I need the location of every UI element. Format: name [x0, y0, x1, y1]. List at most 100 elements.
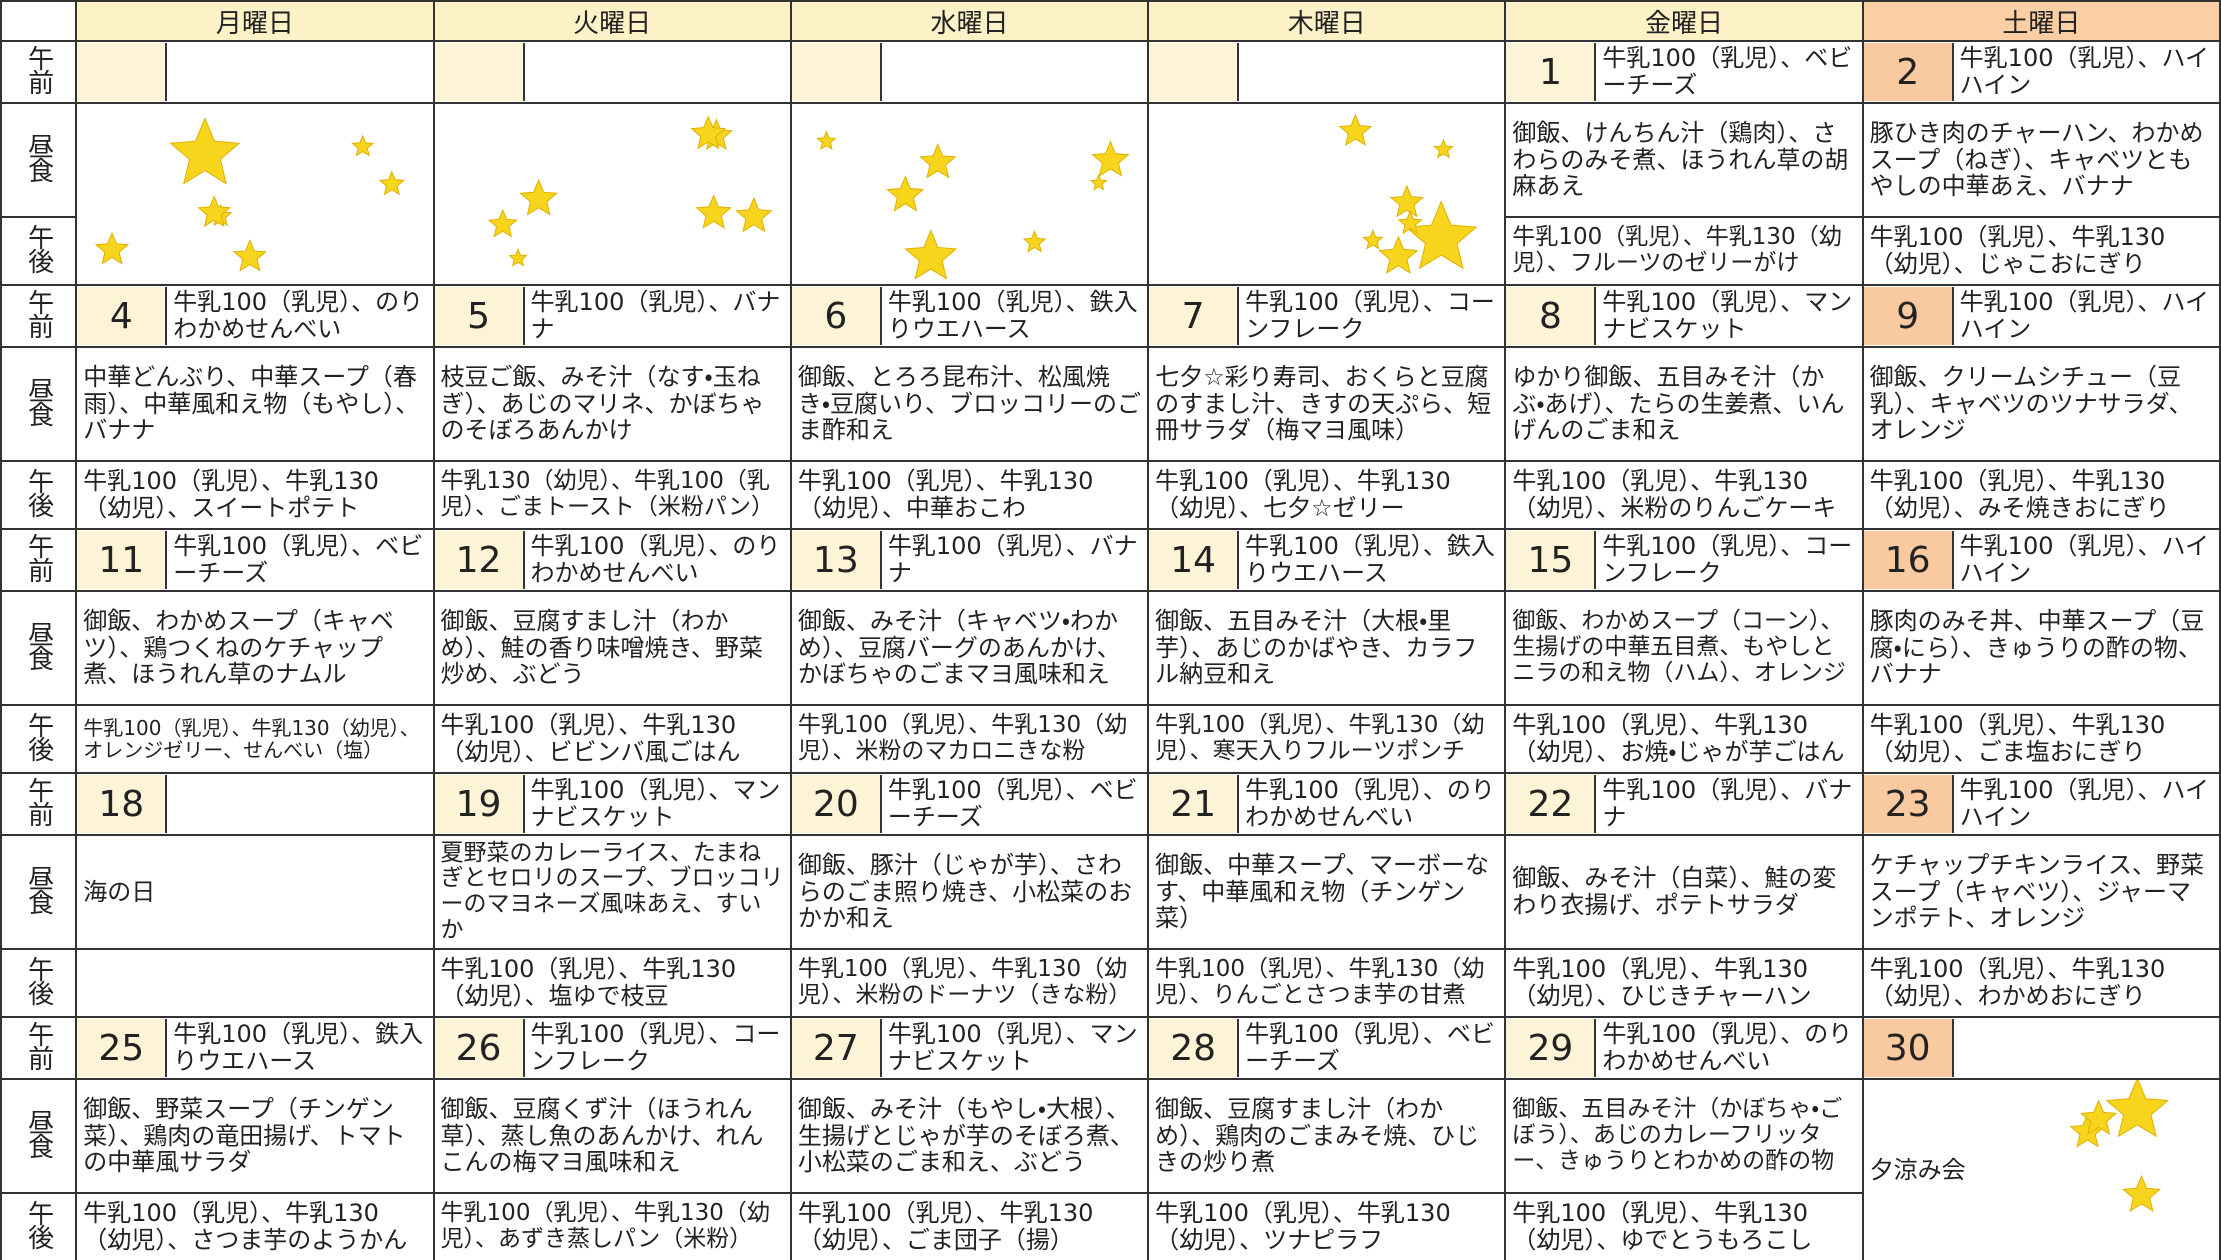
- star: [919, 143, 957, 179]
- morning-cell: 29 牛乳100（乳児）、のりわかめせんべい: [1504, 1016, 1864, 1080]
- afternoon-cell: 牛乳100（乳児）、牛乳130（幼児）、みそ焼きおにぎり: [1861, 460, 2221, 530]
- row-label: 昼食: [0, 1078, 78, 1194]
- morning-snack: 牛乳100（乳児）、ハイハイン: [1959, 288, 2209, 343]
- morning-cell: 13 牛乳100（乳児）、バナナ: [789, 528, 1150, 592]
- week-row: 午前 25 牛乳100（乳児）、鉄入りウエハース 26 牛乳100（乳児）、コーンフレー…: [0, 1016, 2221, 1080]
- lunch-cell: 御飯、野菜スープ（チンゲン菜）、鶏肉の竜田揚げ、トマトの中華風サラダ: [75, 1078, 435, 1194]
- date: 7: [1150, 287, 1240, 345]
- week-row: 昼食 御飯、野菜スープ（チンゲン菜）、鶏肉の竜田揚げ、トマトの中華風サラダ 御飯、豆…: [0, 1078, 2221, 1260]
- lunch-cell: [75, 102, 435, 286]
- row-label-text: 午前: [23, 44, 54, 93]
- date: 22: [1507, 775, 1597, 833]
- lunch-cell: 海の日: [75, 834, 435, 950]
- week-row: 午後 牛乳100（乳児）、牛乳130（幼児）、さつま芋のようかん 牛乳100（乳児）…: [0, 1192, 2220, 1260]
- lunch-cell: 御飯、けんちん汁（鶏肉）、さわらのみそ煮、ほうれん草の胡麻あえ: [1504, 102, 1864, 218]
- row-label-text: 昼食: [23, 620, 54, 669]
- morning-cell: [75, 40, 435, 104]
- morning: 5 牛乳100（乳児）、バナナ: [435, 287, 789, 345]
- afternoon-cell: 牛乳100（乳児）、牛乳130（幼児）、塩ゆで枝豆: [432, 948, 792, 1018]
- morning-cell: 14 牛乳100（乳児）、鉄入りウエハース: [1147, 528, 1507, 592]
- afternoon-cell: 牛乳100（乳児）、牛乳130（幼児）、ひじきチャーハン: [1504, 948, 1864, 1018]
- star: [378, 170, 406, 196]
- morning-cell: 9 牛乳100（乳児）、ハイハイン: [1861, 284, 2221, 348]
- morning-snack: 牛乳100（乳児）、マンナビスケット: [530, 776, 781, 831]
- lunch-menu: 御飯、わかめスープ（キャベツ）、鶏つくねのケチャップ煮、ほうれん草のナムル: [83, 606, 394, 689]
- star: [689, 115, 726, 150]
- date: 19: [435, 775, 525, 833]
- lunch-menu: 御飯、みそ汁（キャベツ・わかめ）、豆腐バーグのあんかけ、かぼちゃのごまマヨ風味和…: [797, 606, 1121, 689]
- day-header: 金曜日: [1504, 0, 1864, 42]
- morning: 1 牛乳100（乳児）、ベビーチーズ: [1507, 43, 1860, 101]
- row-label: 午前: [0, 1016, 78, 1080]
- lunch-menu: 御飯、わかめスープ（コーン）、生揚げの中華五目煮、もやしとニラの和え物（ハム）、…: [1512, 608, 1846, 686]
- row-label: 午前: [0, 528, 78, 592]
- morning: 6 牛乳100（乳児）、鉄入りウエハース: [792, 287, 1146, 345]
- star: [197, 195, 232, 228]
- week-row: 午前 4 牛乳100（乳児）、のりわかめせんべい 5 牛乳100（乳児）、バナナ 6 牛乳1…: [0, 284, 2221, 348]
- lunch-menu: 御飯、豆腐すまし汁（わかめ）、鶏肉のごまみそ焼、ひじきの炒り煮: [1155, 1094, 1480, 1177]
- afternoon-snack: 牛乳100（乳児）、牛乳130（幼児）、あずき蒸しパン（米粉）: [440, 1200, 770, 1252]
- morning: [435, 43, 789, 101]
- lunch-menu: 御飯、豆腐くず汁（ほうれん草）、蒸し魚のあんかけ、れんこんの梅マヨ風味和え: [440, 1094, 764, 1177]
- lunch-menu: 夕涼み会: [1869, 1155, 1966, 1184]
- date: [78, 43, 168, 101]
- morning-snack: 牛乳100（乳児）、鉄入りウエハース: [1245, 532, 1495, 587]
- week-row: 昼食 御飯、わかめスープ（キャベツ）、鶏つくねのケチャップ煮、ほうれん草のナムル 御…: [0, 590, 2221, 706]
- row-label: 午後: [0, 460, 78, 530]
- lunch-cell: ゆかり御飯、五目みそ汁（かぶ・あげ）、たらの生姜煮、いんげんのごま和え: [1504, 346, 1864, 462]
- morning-snack: 牛乳100（乳児）、バナナ: [1602, 776, 1853, 831]
- star: [1389, 184, 1425, 218]
- afternoon-snack: 牛乳100（乳児）、牛乳130（幼児）、ゆでとうもろこし: [1512, 1199, 1813, 1254]
- date: [1150, 43, 1240, 101]
- lunch-menu: 御飯、豚汁（じゃが芋）、さわらのごま照り焼き、小松菜のおかか和え: [797, 850, 1133, 933]
- morning-snack: 牛乳100（乳児）、ハイハイン: [1959, 776, 2209, 831]
- morning-cell: 22 牛乳100（乳児）、バナナ: [1504, 772, 1864, 836]
- afternoon-snack: 牛乳100（乳児）、牛乳130（幼児）、七夕☆ゼリー: [1155, 467, 1451, 522]
- morning-snack: 牛乳100（乳児）、鉄入りウエハース: [887, 288, 1138, 343]
- afternoon-cell: 牛乳100（乳児）、牛乳130（幼児）、あずき蒸しパン（米粉）: [432, 1192, 792, 1260]
- morning-cell: 25 牛乳100（乳児）、鉄入りウエハース: [75, 1016, 435, 1080]
- morning-snack: 牛乳100（乳児）、のりわかめせんべい: [1245, 776, 1495, 831]
- afternoon-cell: 牛乳100（乳児）、牛乳130（幼児）、わかめおにぎり: [1861, 948, 2221, 1018]
- row-label: 午後: [0, 704, 78, 774]
- row-label: 午前: [0, 284, 78, 348]
- morning-snack: 牛乳100（乳児）、ハイハイン: [1959, 532, 2209, 587]
- morning-snack: 牛乳100（乳児）、コーンフレーク: [1602, 532, 1853, 587]
- morning-snack: [882, 43, 1146, 101]
- afternoon-cell: 牛乳130（幼児）、牛乳100（乳児）、ごまトースト（米粉パン）: [432, 460, 792, 530]
- row-label: 昼食: [0, 590, 78, 706]
- row-label: 午後: [0, 1192, 78, 1260]
- star: [351, 134, 375, 157]
- week-row: 午後 牛乳100（乳児）、牛乳130（幼児）、フルーツのゼリーがけ 牛乳100（乳児…: [0, 216, 2221, 286]
- morning-snack: 牛乳100（乳児）、バナナ: [530, 288, 781, 343]
- row-label-text: 午後: [23, 955, 54, 1004]
- morning: [78, 43, 431, 101]
- star: [518, 178, 558, 216]
- afternoon-cell: 牛乳100（乳児）、牛乳130（幼児）、七夕☆ゼリー: [1147, 460, 1507, 530]
- afternoon-cell: 牛乳100（乳児）、牛乳130（幼児）、米粉のドーナツ（きな粉）: [789, 948, 1150, 1018]
- afternoon-cell: 牛乳100（乳児）、牛乳130（幼児）、寒天入りフルーツポンチ: [1147, 704, 1507, 774]
- afternoon-cell: 牛乳100（乳児）、牛乳130（幼児）、お焼・じゃが芋ごはん: [1504, 704, 1864, 774]
- lunch-menu: 御飯、野菜スープ（チンゲン菜）、鶏肉の竜田揚げ、トマトの中華風サラダ: [83, 1094, 406, 1177]
- row-label: 昼食: [0, 346, 78, 462]
- lunch-menu: 海の日: [83, 877, 156, 906]
- row-label: 昼食: [0, 834, 78, 950]
- lunch-menu: 御飯、みそ汁（白菜）、鮭の変わり衣揚げ、ポテトサラダ: [1512, 864, 1837, 919]
- decoration: [487, 115, 773, 267]
- afternoon-snack: [78, 951, 431, 1015]
- date: 16: [1864, 531, 1954, 589]
- row-label-text: 昼食: [23, 132, 54, 181]
- week-row: 午前 11 牛乳100（乳児）、ベビーチーズ 12 牛乳100（乳児）、のりわかめせんべ…: [0, 528, 2221, 592]
- decoration: [815, 130, 1130, 280]
- afternoon-snack: 牛乳100（乳児）、牛乳130（幼児）、米粉のドーナツ（きな粉）: [797, 956, 1132, 1008]
- date: [792, 43, 882, 101]
- week-row: 昼食 中華どんぶり、中華スープ（春雨）、中華風和え物（もやし）、バナナ 枝豆ご飯、み…: [0, 346, 2221, 462]
- morning: 14 牛乳100（乳児）、鉄入りウエハース: [1150, 531, 1503, 589]
- morning: 7 牛乳100（乳児）、コーンフレーク: [1150, 287, 1503, 345]
- morning: 30: [1864, 1019, 2218, 1077]
- afternoon-snack: 牛乳100（乳児）、牛乳130（幼児）、ビビンバ風ごはん: [440, 711, 741, 766]
- morning: 19 牛乳100（乳児）、マンナビスケット: [435, 775, 789, 833]
- morning-cell: 16 牛乳100（乳児）、ハイハイン: [1861, 528, 2221, 592]
- lunch-menu: ゆかり御飯、五目みそ汁（かぶ・あげ）、たらの生姜煮、いんげんのごま和え: [1512, 362, 1845, 445]
- morning: 20 牛乳100（乳児）、ベビーチーズ: [792, 775, 1146, 833]
